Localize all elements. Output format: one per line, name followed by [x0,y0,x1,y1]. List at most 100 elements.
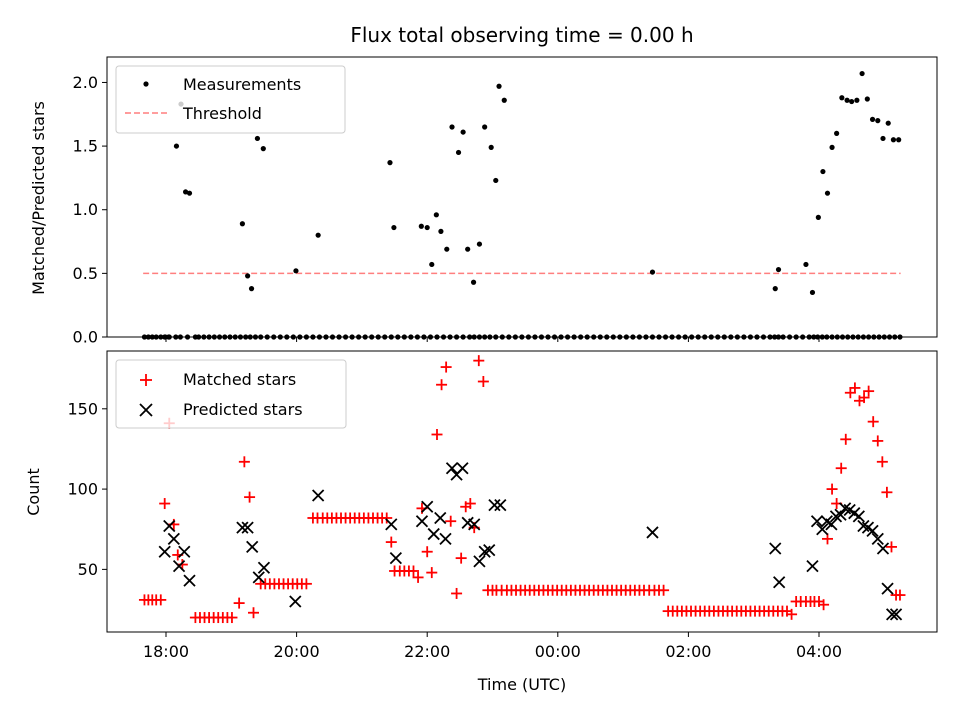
measurement-point [864,96,870,102]
measurement-point [488,144,494,150]
matched-star-point [863,385,875,397]
x-tick-label: 00:00 [535,642,581,661]
measurement-point [391,224,397,231]
predicted-stars-series [158,462,903,621]
measurement-point [896,137,902,143]
predicted-star-point [468,518,481,531]
matched-star-point [858,392,870,404]
matched-star-point [421,546,433,558]
matched-star-point [300,578,312,590]
measurement-point [834,130,840,136]
matched-star-point [159,498,171,510]
matched-stars-series [138,355,906,624]
measurement-point [248,286,255,292]
matched-star-point [658,584,670,596]
predicted-star-point [252,571,265,584]
predicted-star-point [876,542,890,555]
measurement-point [245,273,251,279]
bottom-plot-frame [106,350,938,633]
matched-star-point [876,456,888,468]
measurement-point [239,221,246,227]
top-legend-box [115,65,346,134]
top-y-axis-label: Matched/Predicted stars [29,101,48,295]
measurement-point [424,224,430,231]
matched-star-point [473,355,485,367]
predicted-star-point [494,499,507,512]
top-axis-ticks: 0.0 0.5 1.0 1.5 2.0 [73,73,820,347]
matched-star-point [844,387,856,399]
measurement-point [173,143,180,149]
matched-star-point [436,379,448,391]
measurement-point [418,223,424,229]
predicted-star-point [834,508,847,521]
matched-star-point [826,483,838,495]
matched-star-point [867,416,879,428]
predicted-star-point [289,595,302,608]
measurement-point [186,190,193,196]
predicted-star-point [385,518,398,531]
measurement-point [254,135,261,142]
predicted-star-point [236,521,249,534]
bottom-legend-box [115,359,347,429]
matched-star-point [835,462,847,474]
matched-star-point [155,594,167,606]
predicted-star-point [158,545,171,558]
predicted-star-point [389,552,402,565]
measurement-point [433,212,439,218]
top-legend: Measurements Threshold [115,65,346,134]
matched-star-point [385,536,397,548]
measurement-point [885,120,891,126]
bottom-panel: Count Time (UTC) 50 100 150 18:00 20:00 22:00… [24,350,938,694]
measurement-point [824,190,831,196]
predicted-star-point [825,518,838,531]
measurement-point [438,228,444,234]
legend-threshold-label: Threshold [182,104,262,123]
predicted-star-point [178,545,191,558]
measurement-point [182,189,189,195]
y-tick-label: 100 [67,480,98,499]
matched-star-point [431,428,443,440]
measurement-point [844,97,850,103]
measurement-point [470,279,477,285]
x-tick-label: 18:00 [143,642,189,661]
matched-star-point [885,541,897,553]
x-tick-label: 22:00 [404,642,450,661]
matched-star-point [226,612,238,624]
predicted-star-point [881,582,894,595]
matched-star-point [786,608,798,620]
y-tick-label: 150 [67,399,98,418]
predicted-star-point [889,608,903,621]
measurement-point [820,168,826,175]
chart-title: Flux total observing time = 0.00 h [350,23,693,47]
predicted-star-point [769,542,782,555]
measurement-point [444,246,450,252]
predicted-star-point [646,526,659,539]
predicted-star-point [312,489,325,502]
matched-star-point [440,361,452,373]
x-axis-label: Time (UTC) [477,675,566,694]
measurement-point [449,124,455,130]
matched-star-point [451,587,463,599]
measurement-point [293,268,299,274]
measurement-point [890,137,897,143]
measurement-point [854,97,860,103]
measurement-point [460,129,466,135]
legend-matched-marker [140,374,152,386]
legend-predicted-label: Predicted stars [183,400,303,419]
measurement-point [869,116,876,122]
matched-star-point [818,599,830,611]
measurement-point [649,269,656,275]
predicted-star-point [871,532,884,546]
y-tick-label: 50 [78,560,98,579]
measurement-point [775,266,782,273]
predicted-star-point [456,462,469,475]
y-tick-label: 0.5 [73,264,98,283]
legend-matched-label: Matched stars [183,370,296,389]
measurement-point [880,135,886,142]
predicted-star-point [473,555,486,568]
matched-star-point [840,433,852,445]
matched-star-point [244,491,256,503]
measurement-point [849,98,855,105]
predicted-star-point [257,561,271,574]
measurements-series [141,70,903,340]
